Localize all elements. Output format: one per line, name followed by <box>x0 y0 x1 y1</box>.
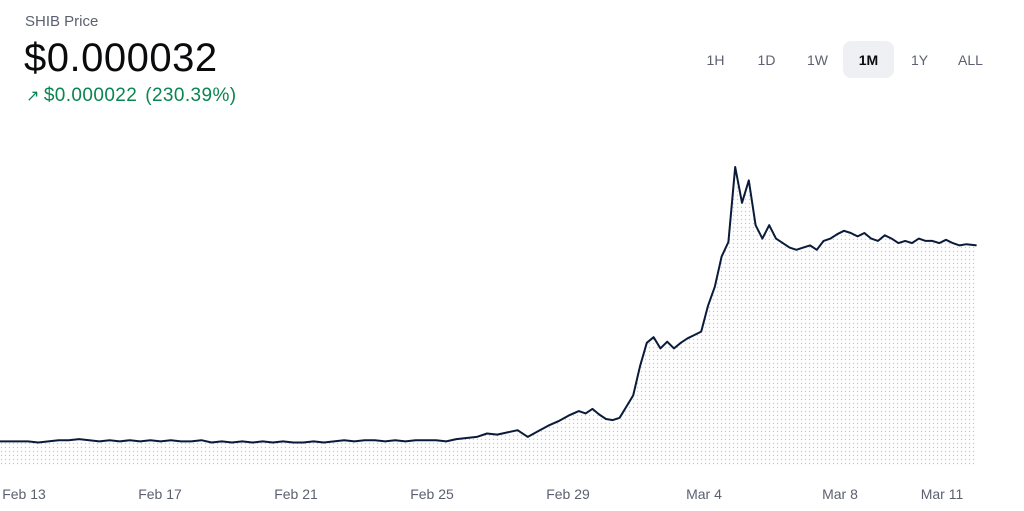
x-tick-label: Feb 25 <box>410 486 454 502</box>
current-price: $0.000032 <box>24 36 218 80</box>
tab-1m[interactable]: 1M <box>843 41 894 78</box>
x-tick-label: Feb 21 <box>274 486 318 502</box>
price-area-fill <box>0 167 977 466</box>
x-axis-ticks: Feb 13 Feb 17 Feb 21 Feb 25 Feb 29 Mar 4 Mar 8… <box>2 486 963 502</box>
tab-1w[interactable]: 1W <box>807 51 828 68</box>
price-change-percent: (230.39%) <box>145 85 237 106</box>
x-tick-label: Feb 29 <box>546 486 590 502</box>
x-tick-label: Mar 8 <box>822 486 858 502</box>
x-tick-label: Mar 11 <box>921 486 964 502</box>
price-change-amount: $0.000022 <box>43 85 138 106</box>
x-tick-label: Feb 13 <box>2 486 46 502</box>
timeframe-tabs: 1H 1D 1W 1M 1Y ALL <box>690 41 996 78</box>
tab-1y[interactable]: 1Y <box>910 51 929 68</box>
price-chart[interactable]: Feb 13 Feb 17 Feb 21 Feb 25 Feb 29 Mar 4 Mar 8… <box>0 130 1024 511</box>
price-change: ↗ $0.000022 (230.39%) <box>26 85 237 107</box>
tab-all[interactable]: ALL <box>958 51 983 68</box>
x-tick-label: Mar 4 <box>686 486 722 502</box>
tab-1d[interactable]: 1D <box>757 51 776 68</box>
x-tick-label: Feb 17 <box>138 486 182 502</box>
price-line <box>0 166 977 444</box>
trend-up-arrow-icon: ↗ <box>26 88 40 105</box>
asset-price-title: SHIB Price <box>25 13 99 30</box>
tab-1h[interactable]: 1H <box>706 51 725 68</box>
